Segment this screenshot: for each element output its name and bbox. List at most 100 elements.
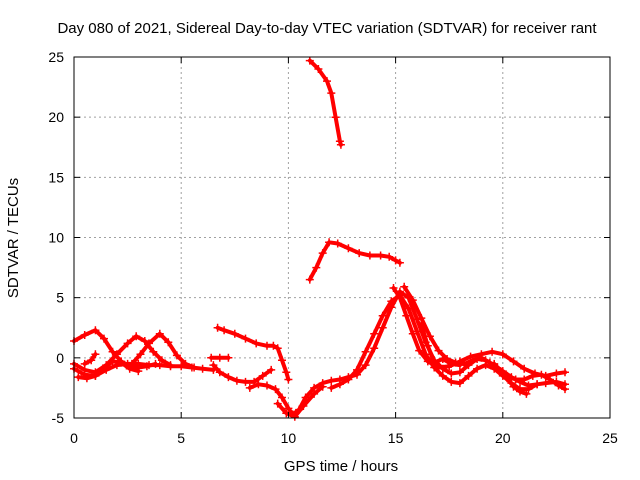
- data-point-marker: [284, 404, 293, 413]
- series-arc-14: [400, 282, 569, 394]
- y-tick-label: 0: [56, 350, 64, 366]
- data-point-marker: [498, 350, 507, 359]
- data-point-marker: [533, 380, 542, 389]
- data-point-marker: [353, 365, 361, 374]
- data-point-marker: [520, 375, 529, 384]
- data-point-marker: [552, 369, 561, 378]
- data-point-marker: [415, 346, 424, 355]
- data-point-marker: [430, 358, 439, 367]
- y-axis-label: SDTVAR / TECUs: [5, 178, 22, 298]
- data-point-marker: [136, 350, 145, 359]
- data-point-marker: [125, 364, 134, 373]
- data-point-marker: [310, 389, 319, 398]
- data-point-marker: [537, 370, 546, 379]
- data-point-marker: [282, 409, 291, 418]
- data-point-marker: [323, 77, 331, 86]
- data-point-marker: [327, 376, 336, 385]
- data-point-marker: [460, 359, 469, 368]
- data-point-marker: [220, 326, 229, 335]
- series-line: [211, 363, 274, 384]
- data-point-marker: [241, 334, 250, 343]
- data-point-marker: [123, 339, 132, 348]
- x-tick-label: 25: [602, 430, 618, 446]
- data-point-marker: [325, 238, 334, 247]
- series-arc-18: [305, 238, 404, 284]
- series-arc-17: [305, 56, 345, 149]
- data-point-marker: [511, 375, 520, 384]
- data-point-marker: [271, 385, 280, 394]
- y-tick-label: 10: [48, 230, 64, 246]
- series-arc-5: [80, 350, 100, 368]
- data-point-marker: [91, 350, 100, 359]
- data-point-marker: [408, 296, 417, 305]
- data-point-marker: [447, 369, 456, 378]
- data-point-marker: [181, 359, 190, 368]
- data-point-marker: [132, 332, 141, 341]
- data-point-marker: [387, 297, 396, 306]
- data-point-marker: [224, 373, 233, 382]
- data-point-marker: [80, 359, 89, 368]
- data-point-marker: [344, 244, 353, 253]
- data-point-marker: [378, 323, 387, 332]
- data-point-marker: [74, 373, 83, 382]
- series-arc-11: [273, 382, 327, 421]
- data-point-marker: [100, 364, 108, 373]
- data-point-marker: [355, 249, 364, 258]
- data-point-marker: [331, 113, 340, 122]
- data-point-marker: [464, 371, 473, 380]
- series-arc-16: [490, 359, 531, 398]
- data-point-marker: [344, 375, 353, 384]
- x-tick-label: 15: [388, 430, 404, 446]
- data-point-marker: [516, 387, 524, 396]
- data-point-marker: [278, 356, 286, 365]
- data-point-marker: [282, 368, 291, 377]
- data-point-marker: [166, 362, 175, 371]
- data-point-marker: [509, 357, 518, 366]
- data-point-marker: [215, 368, 224, 377]
- data-point-marker: [423, 341, 432, 350]
- series-arc-7: [209, 361, 276, 386]
- data-point-marker: [278, 393, 286, 402]
- data-point-marker: [134, 367, 143, 376]
- data-point-marker: [172, 351, 181, 360]
- series-line: [129, 331, 197, 370]
- data-point-marker: [140, 337, 149, 345]
- data-point-marker: [434, 346, 443, 355]
- data-point-marker: [157, 356, 166, 365]
- data-point-marker: [318, 382, 327, 391]
- data-point-marker: [524, 385, 533, 394]
- data-point-marker: [370, 344, 379, 353]
- data-point-marker: [554, 381, 563, 390]
- data-point-marker: [230, 329, 239, 338]
- y-tick-label: 5: [56, 290, 64, 306]
- data-point-marker: [108, 357, 117, 366]
- data-point-marker: [496, 367, 505, 376]
- data-point-marker: [190, 363, 199, 372]
- data-point-marker: [177, 362, 186, 371]
- data-point-marker: [127, 359, 136, 368]
- data-point-marker: [284, 375, 293, 384]
- series-line: [275, 384, 325, 419]
- data-point-marker: [385, 252, 394, 261]
- data-point-marker: [335, 137, 344, 146]
- data-point-marker: [408, 329, 417, 338]
- data-point-marker: [155, 361, 164, 370]
- data-point-marker: [267, 365, 276, 374]
- x-tick-label: 0: [70, 430, 78, 446]
- data-point-marker: [149, 347, 158, 356]
- data-point-marker: [488, 347, 497, 356]
- y-tick-label: 20: [48, 109, 64, 125]
- data-point-marker: [378, 311, 387, 320]
- data-point-marker: [213, 323, 222, 332]
- series-arc-4: [74, 357, 143, 383]
- series-arc-6: [127, 329, 199, 372]
- data-point-marker: [389, 284, 398, 292]
- data-point-marker: [145, 361, 153, 370]
- data-point-marker: [509, 382, 518, 391]
- data-point-marker: [395, 258, 404, 267]
- data-point-marker: [290, 412, 299, 421]
- data-point-marker: [438, 371, 447, 380]
- data-point-marker: [215, 353, 224, 362]
- x-tick-label: 5: [177, 430, 185, 446]
